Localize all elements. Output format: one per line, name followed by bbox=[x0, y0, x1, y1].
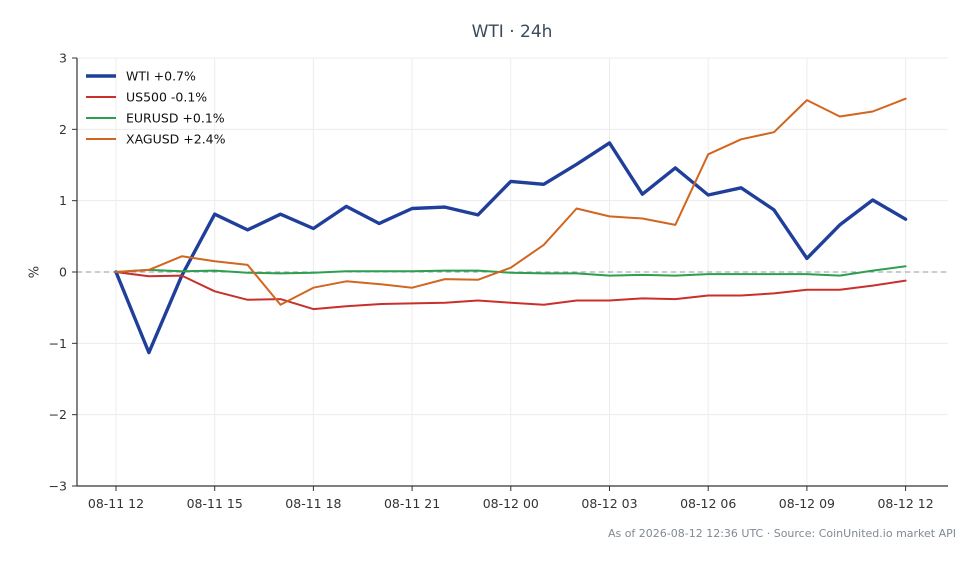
series-line-xagusd bbox=[115, 97, 907, 306]
legend-item-us500: US500 -0.1% bbox=[86, 90, 207, 105]
legend-label: XAGUSD +2.4% bbox=[126, 132, 226, 147]
legend-item-wti: WTI +0.7% bbox=[86, 69, 196, 84]
x-tick-label: 08-12 03 bbox=[581, 496, 637, 511]
legend-label: EURUSD +0.1% bbox=[126, 111, 225, 126]
x-tick-label: 08-12 09 bbox=[779, 496, 835, 511]
series-line-us500 bbox=[115, 271, 907, 311]
x-tick-label: 08-11 12 bbox=[88, 496, 144, 511]
legend: WTI +0.7% US500 -0.1% EURUSD +0.1% XAGUSD +… bbox=[86, 69, 226, 147]
y-tick-label: −1 bbox=[49, 336, 67, 351]
x-tick-label: 08-11 18 bbox=[285, 496, 341, 511]
axes: −3 −2 −1 0 1 2 3 08-11 12 08-11 15 08-11 18 08-11 … bbox=[49, 51, 948, 511]
legend-item-xagusd: XAGUSD +2.4% bbox=[86, 132, 226, 147]
x-tick-label: 08-12 00 bbox=[483, 496, 539, 511]
y-axis-label: % bbox=[28, 266, 43, 278]
y-tick-label: 2 bbox=[59, 122, 67, 137]
legend-item-eurusd: EURUSD +0.1% bbox=[86, 111, 225, 126]
y-tick-label: −3 bbox=[49, 479, 67, 494]
legend-label: US500 -0.1% bbox=[126, 90, 207, 105]
y-tick-label: 1 bbox=[59, 193, 67, 208]
x-tick-label: 08-11 21 bbox=[384, 496, 440, 511]
y-tick-label: 3 bbox=[59, 51, 67, 66]
series bbox=[114, 97, 908, 355]
y-tick-label: −2 bbox=[49, 407, 67, 422]
series-line-wti bbox=[114, 141, 908, 355]
x-tick-label: 08-11 15 bbox=[187, 496, 243, 511]
x-tick-label: 08-12 12 bbox=[877, 496, 933, 511]
x-tick-label: 08-12 06 bbox=[680, 496, 736, 511]
series-line-eurusd bbox=[115, 265, 907, 277]
source-footer: As of 2026-08-12 12:36 UTC · Source: Coi… bbox=[608, 527, 956, 540]
chart-title: WTI · 24h bbox=[472, 22, 553, 42]
legend-label: WTI +0.7% bbox=[126, 69, 196, 84]
y-tick-label: 0 bbox=[59, 265, 67, 280]
